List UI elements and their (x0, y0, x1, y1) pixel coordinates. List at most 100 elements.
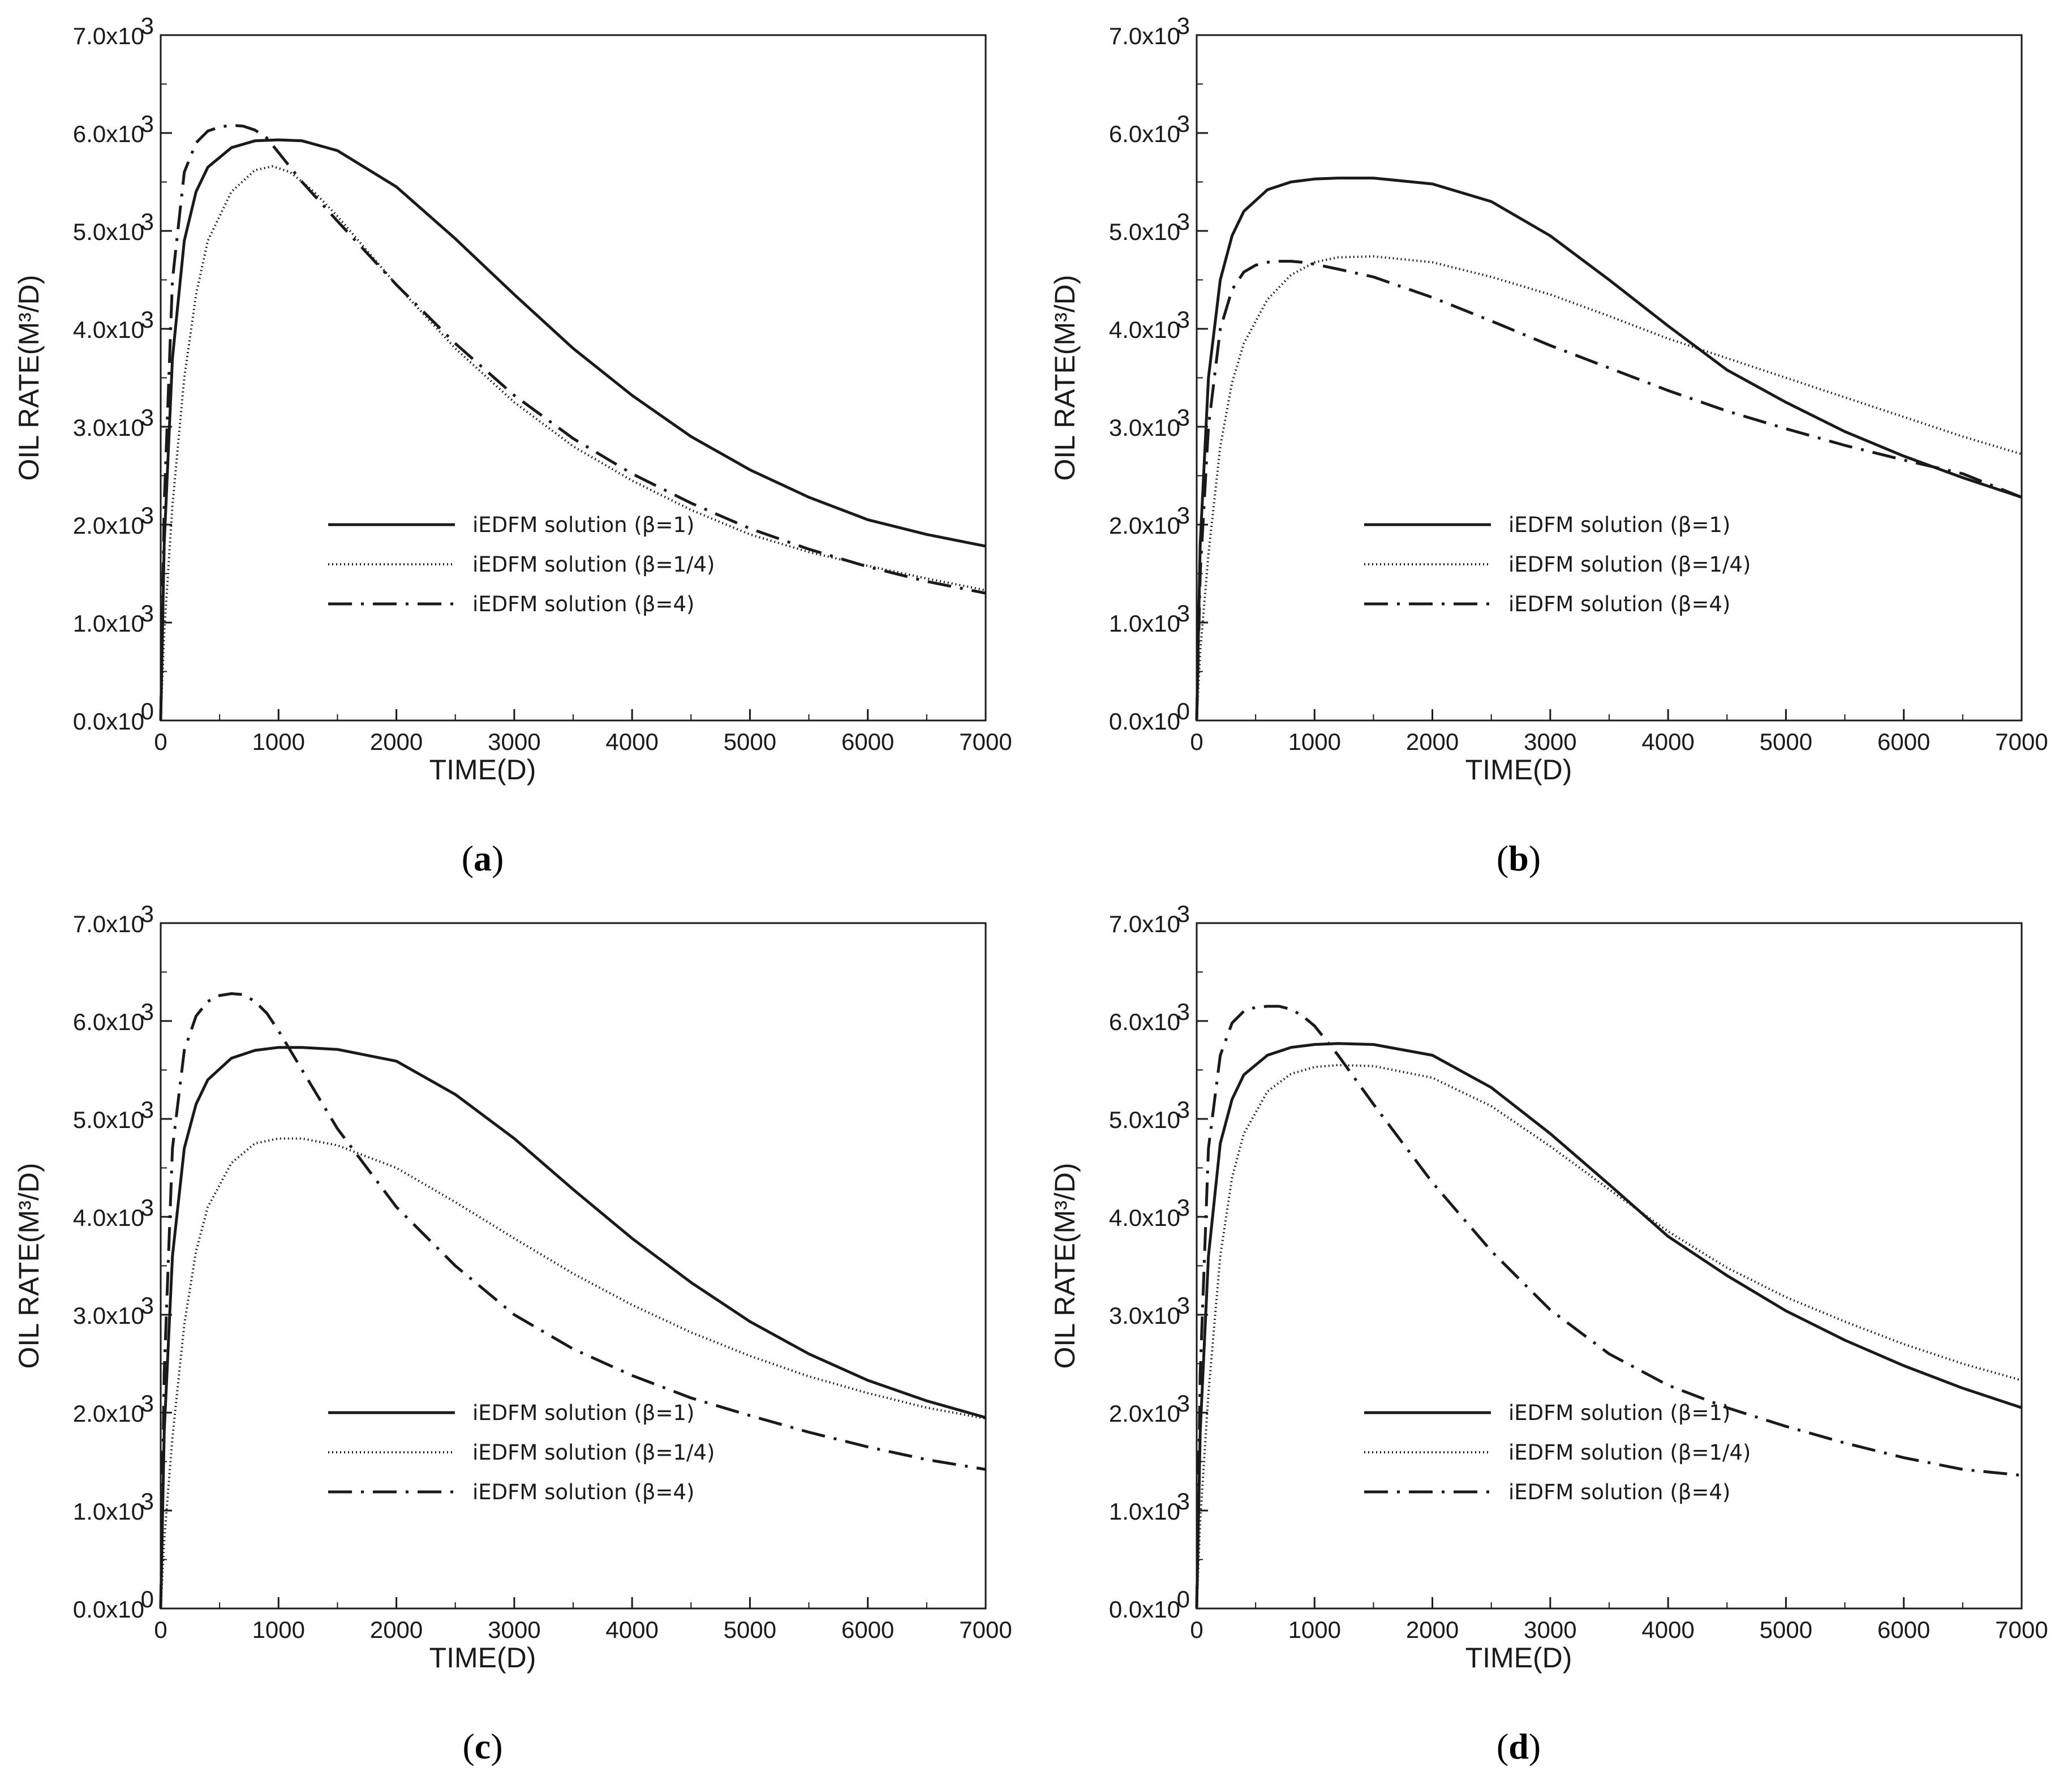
y-tick-exponent: 3 (141, 900, 154, 927)
x-tick-label: 6000 (1877, 1616, 1930, 1643)
y-tick-label: 31.0x10 (1109, 600, 1190, 637)
y-tick-label: 32.0x10 (73, 502, 154, 539)
legend-label: iEDFM solution (β=1/4) (1508, 1440, 1751, 1465)
x-tick-label: 0 (1190, 728, 1203, 755)
x-tick-label: 6000 (841, 1616, 894, 1643)
x-tick-label: 5000 (1760, 728, 1812, 755)
x-tick-label: 0 (154, 728, 167, 755)
y-tick-exponent: 3 (141, 998, 154, 1025)
y-tick-mantissa: 3.0x10 (1109, 414, 1180, 441)
y-tick-label: 36.0x10 (73, 110, 154, 147)
legend-label: iEDFM solution (β=1) (472, 1401, 694, 1425)
y-tick-mantissa: 6.0x10 (73, 1009, 144, 1035)
x-tick-label: 0 (154, 1616, 167, 1643)
series-line-dashdot (1195, 260, 2022, 721)
legend-label: iEDFM solution (β=1) (472, 513, 694, 537)
y-tick-mantissa: 2.0x10 (73, 512, 144, 539)
y-tick-label: 33.0x10 (1109, 404, 1190, 441)
series-line-dotted (1196, 255, 2022, 721)
x-tick-label: 6000 (841, 728, 894, 755)
y-tick-exponent: 3 (1177, 208, 1190, 235)
y-tick-mantissa: 4.0x10 (1109, 1204, 1180, 1231)
y-tick-mantissa: 6.0x10 (1109, 121, 1180, 147)
y-tick-label: 36.0x10 (1109, 998, 1190, 1035)
x-tick-label: 5000 (724, 728, 776, 755)
x-tick-label: 4000 (1641, 1616, 1694, 1643)
series-line-solid (159, 138, 986, 721)
y-tick-exponent: 3 (141, 502, 154, 529)
legend-label: iEDFM solution (β=1) (1508, 1401, 1730, 1425)
y-tick-mantissa: 3.0x10 (73, 1302, 144, 1329)
caption-open: ( (1497, 838, 1508, 878)
x-tick-label: 3000 (488, 1616, 540, 1643)
legend: iEDFM solution (β=1) iEDFM solution (β=1/… (1364, 1401, 1751, 1504)
x-tick-label: 0 (1190, 1616, 1203, 1643)
y-tick-label: 34.0x10 (73, 1194, 154, 1231)
x-tick-label: 3000 (1524, 728, 1576, 755)
y-tick-exponent: 3 (1177, 306, 1190, 333)
y-tick-mantissa: 4.0x10 (1109, 316, 1180, 343)
caption-open: ( (1497, 1726, 1508, 1766)
panel-caption: (b) (1497, 838, 1541, 878)
y-tick-exponent: 3 (1177, 502, 1190, 529)
legend: iEDFM solution (β=1) iEDFM solution (β=1/… (328, 513, 715, 616)
y-tick-mantissa: 7.0x10 (1109, 911, 1180, 937)
x-tick-label: 1000 (1288, 1616, 1341, 1643)
y-tick-exponent: 3 (141, 1390, 154, 1417)
y-tick-label: 32.0x10 (73, 1390, 154, 1427)
y-axis-title: OIL RATE(M³/D) (1049, 275, 1081, 481)
y-tick-label: 32.0x10 (1109, 1390, 1190, 1427)
y-tick-exponent: 3 (1177, 404, 1190, 431)
y-tick-label: 33.0x10 (73, 1292, 154, 1329)
x-tick-label: 5000 (724, 1616, 776, 1643)
x-tick-label: 7000 (959, 1616, 1012, 1643)
x-tick-label: 4000 (605, 1616, 658, 1643)
series-line-dotted (1196, 1063, 2022, 1609)
y-tick-label: 32.0x10 (1109, 502, 1190, 539)
y-tick-exponent: 3 (1177, 1488, 1190, 1515)
y-tick-label: 00.0x10 (73, 1586, 154, 1623)
panel-caption: (c) (462, 1726, 502, 1766)
y-tick-mantissa: 2.0x10 (1109, 512, 1180, 539)
y-tick-label: 37.0x10 (73, 900, 154, 937)
y-tick-label: 35.0x10 (1109, 1096, 1190, 1133)
y-tick-label: 37.0x10 (1109, 12, 1190, 49)
chart-panel-d: 0 1000 2000 3000 4000 5000 6000 700000.0x1031.0… (1049, 900, 2048, 1766)
y-tick-exponent: 3 (1177, 998, 1190, 1025)
y-tick-exponent: 0 (141, 1586, 154, 1612)
legend-label: iEDFM solution (β=4) (472, 1480, 694, 1504)
x-axis-title: TIME(D) (1465, 754, 1572, 786)
y-tick-mantissa: 1.0x10 (1109, 1498, 1180, 1525)
y-tick-label: 36.0x10 (73, 998, 154, 1035)
y-tick-mantissa: 5.0x10 (1109, 218, 1180, 245)
series-line-solid (1195, 1042, 2022, 1609)
legend-label: iEDFM solution (β=1/4) (472, 1440, 715, 1465)
y-tick-exponent: 3 (141, 600, 154, 627)
x-tick-label: 4000 (1641, 728, 1694, 755)
y-tick-label: 36.0x10 (1109, 110, 1190, 147)
y-tick-label: 37.0x10 (1109, 900, 1190, 937)
y-tick-exponent: 0 (1177, 1586, 1190, 1612)
y-tick-label: 35.0x10 (1109, 208, 1190, 245)
y-tick-exponent: 3 (1177, 600, 1190, 627)
y-tick-mantissa: 4.0x10 (73, 1204, 144, 1231)
y-tick-label: 00.0x10 (73, 698, 154, 735)
caption-close: ) (1529, 838, 1541, 878)
y-tick-exponent: 3 (141, 306, 154, 333)
y-tick-mantissa: 0.0x10 (73, 1596, 144, 1623)
y-tick-mantissa: 7.0x10 (73, 23, 144, 49)
y-tick-label: 37.0x10 (73, 12, 154, 49)
y-tick-label: 35.0x10 (73, 208, 154, 245)
y-tick-mantissa: 5.0x10 (1109, 1106, 1180, 1133)
y-tick-exponent: 3 (1177, 900, 1190, 927)
x-tick-label: 6000 (1877, 728, 1930, 755)
caption-open: ( (462, 838, 474, 878)
legend-label: iEDFM solution (β=4) (1508, 1480, 1730, 1504)
chart-panel-c: 0 1000 2000 3000 4000 5000 6000 700000.0x1031.0… (13, 900, 1012, 1766)
y-tick-label: 31.0x10 (1109, 1488, 1190, 1525)
y-tick-mantissa: 2.0x10 (1109, 1400, 1180, 1427)
legend-label: iEDFM solution (β=4) (1508, 592, 1730, 616)
y-tick-exponent: 3 (141, 1096, 154, 1123)
y-tick-exponent: 3 (141, 1488, 154, 1515)
caption-close: ) (491, 1726, 502, 1766)
